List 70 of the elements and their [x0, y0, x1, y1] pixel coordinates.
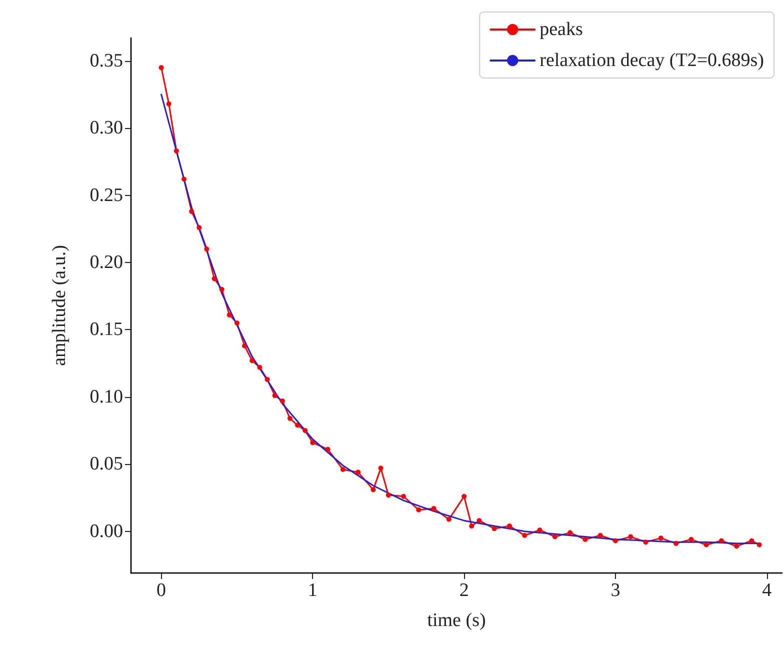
legend-label: peaks — [540, 19, 583, 40]
y-tick-label: 0.05 — [90, 454, 123, 475]
y-tick-label: 0.15 — [90, 319, 123, 340]
x-tick-label: 0 — [156, 580, 166, 601]
point — [310, 440, 316, 446]
point — [674, 540, 679, 546]
point — [295, 422, 300, 428]
point — [287, 416, 292, 421]
point — [401, 494, 406, 499]
point — [446, 516, 452, 522]
y-axis-title: amplitude (a.u.) — [49, 245, 70, 366]
y-tick-label: 0.35 — [90, 50, 123, 72]
point — [431, 506, 436, 511]
point — [552, 534, 558, 540]
point — [234, 320, 240, 326]
point — [302, 428, 308, 434]
y-tick-label: 0.00 — [90, 520, 123, 542]
point — [212, 276, 217, 282]
x-axis-title: time (s) — [427, 610, 486, 631]
point — [280, 398, 285, 404]
point — [189, 208, 194, 214]
point — [158, 65, 164, 70]
point — [356, 470, 361, 475]
point — [704, 542, 709, 548]
point — [250, 358, 255, 364]
point — [264, 376, 270, 382]
y-tick-label: 0.30 — [90, 118, 123, 139]
point — [582, 536, 588, 542]
point — [756, 542, 762, 548]
legend-label: relaxation decay (T2=0.689s) — [540, 50, 764, 71]
point — [325, 446, 330, 452]
point — [537, 527, 542, 532]
point — [462, 494, 467, 499]
point — [226, 312, 232, 318]
point — [181, 176, 186, 182]
point — [643, 540, 648, 545]
point — [219, 286, 224, 292]
point — [476, 518, 482, 524]
x-tick-label: 2 — [459, 580, 469, 601]
point — [734, 544, 740, 549]
y-tick-label: 0.10 — [90, 386, 123, 408]
point — [506, 523, 512, 528]
point — [272, 393, 278, 398]
point — [196, 225, 202, 230]
point — [370, 487, 376, 492]
point — [469, 523, 474, 528]
point — [340, 466, 346, 472]
point — [568, 530, 573, 536]
point — [612, 538, 618, 544]
point — [492, 526, 497, 532]
y-tick-label: 0.25 — [90, 184, 123, 206]
point — [386, 492, 391, 498]
point — [522, 532, 528, 538]
x-tick-label: 4 — [762, 580, 772, 601]
point — [166, 101, 172, 106]
x-tick-label: 3 — [610, 580, 620, 601]
y-tick-label: 0.20 — [90, 252, 123, 273]
point — [204, 246, 210, 252]
point — [416, 507, 422, 512]
point — [598, 532, 603, 538]
point — [257, 364, 262, 370]
point — [688, 536, 694, 542]
point — [378, 466, 384, 471]
point — [242, 343, 248, 348]
x-tick-label: 1 — [308, 580, 318, 601]
point — [749, 538, 754, 544]
point — [174, 148, 179, 154]
point — [658, 536, 664, 541]
point — [628, 534, 634, 540]
point — [718, 538, 724, 544]
